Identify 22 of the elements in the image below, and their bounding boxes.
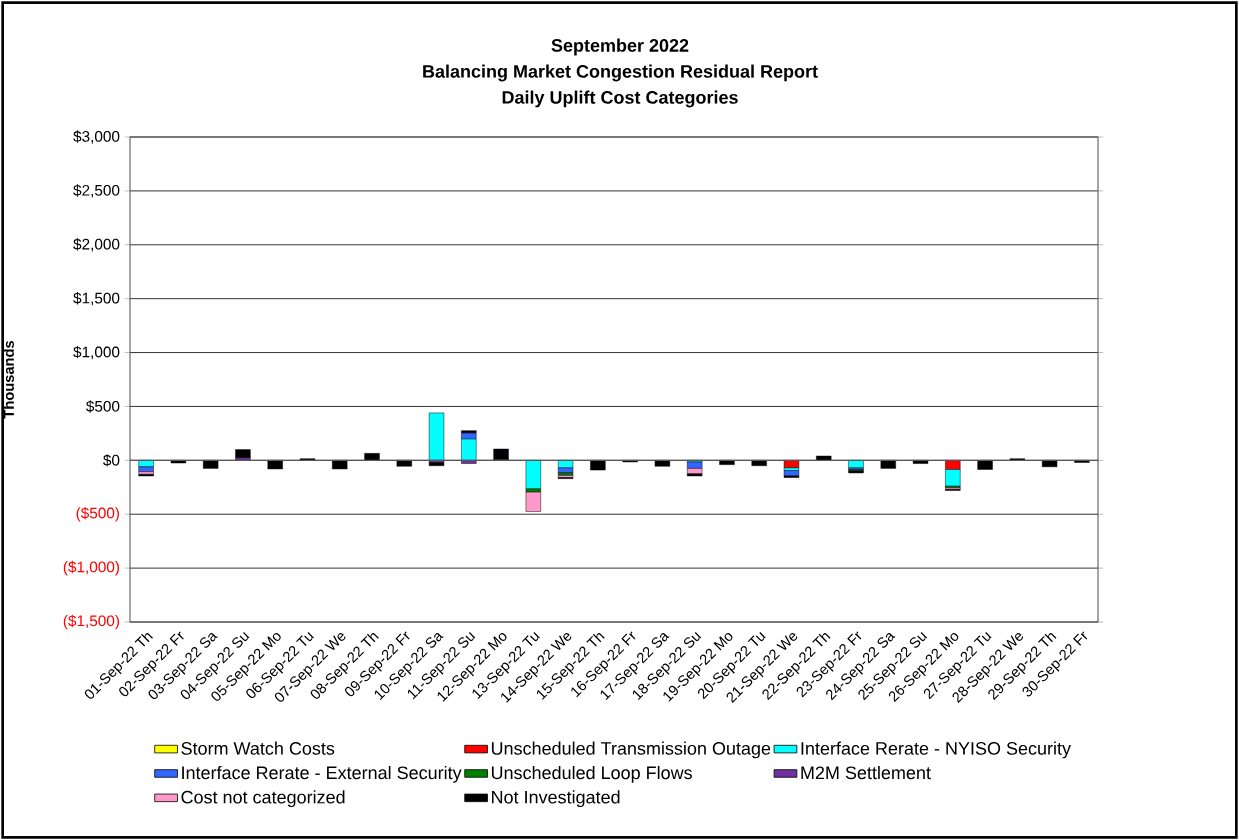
legend-label: Cost not categorized — [181, 790, 345, 808]
legend-label: M2M Settlement — [801, 765, 931, 780]
legend-label: Unscheduled Loop Flows — [491, 765, 692, 783]
y-tick-label: ($500) — [76, 506, 119, 522]
chart-subtitle: Balancing Market Congestion Residual Report — [423, 64, 818, 82]
legend-label: Interface Rerate - NYISO Security — [801, 741, 1071, 759]
chart-title: September 2022 — [551, 38, 689, 56]
legend-label: Storm Watch Costs — [181, 741, 335, 755]
y-tick-label: ($1,000) — [63, 560, 119, 576]
y-tick-label: $3,000 — [73, 130, 120, 144]
y-tick-label: $2,000 — [73, 238, 120, 252]
legend-label: Not Investigated — [492, 790, 620, 808]
y-tick-label: $1,000 — [73, 345, 120, 360]
y-tick-label: ($1,500) — [63, 614, 119, 630]
legend-label: Interface Rerate - External Security — [182, 765, 462, 783]
legend-label: Unscheduled Transmission Outage — [491, 741, 771, 759]
y-tick-label: $1,500 — [73, 292, 120, 306]
y-axis-title: Thousands — [3, 340, 14, 419]
y-tick-label: $0 — [103, 454, 120, 467]
y-tick-label: $2,500 — [73, 184, 120, 198]
text: Daily Uplift Cost Categories — [502, 90, 738, 108]
y-tick-label: $500 — [86, 400, 120, 413]
